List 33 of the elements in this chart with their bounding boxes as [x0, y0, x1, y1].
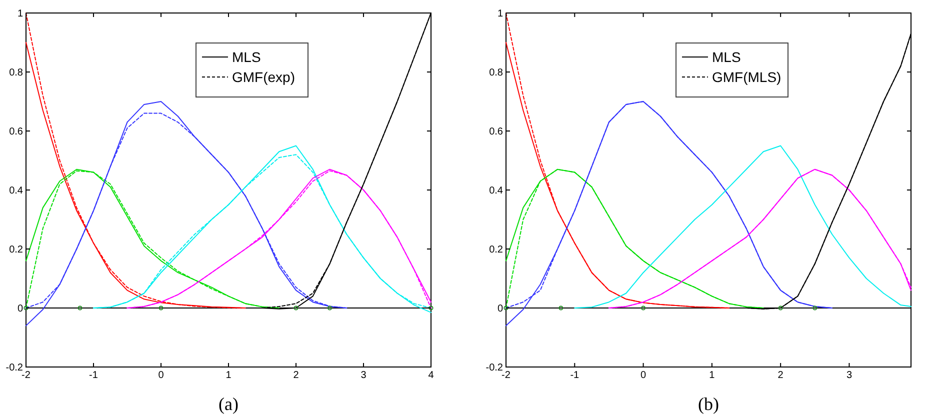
x-tick-label: 2 — [293, 370, 300, 381]
y-tick-label: 0 — [17, 304, 24, 314]
y-tick-label: 0.2 — [9, 244, 24, 256]
y-tick-label: 1 — [17, 8, 24, 20]
x-tick-label: -1 — [570, 370, 580, 381]
y-tick-label: -0.2 — [6, 362, 24, 374]
y-tick-label: 0.2 — [489, 244, 504, 256]
y-tick-label: 0.8 — [9, 68, 24, 78]
y-tick-label: 0.8 — [489, 68, 504, 78]
legend-label: MLS — [232, 49, 261, 65]
y-tick-label: 0.4 — [489, 186, 504, 196]
legend-label: GMF(MLS) — [712, 69, 782, 85]
y-tick-label: 0 — [497, 304, 504, 314]
x-tick-label: 3 — [846, 370, 852, 381]
x-tick-label: 4 — [428, 370, 434, 381]
x-tick-label: -1 — [89, 370, 98, 381]
text: (a) — [218, 394, 238, 414]
y-tick-label: 0.6 — [489, 126, 504, 138]
x-tick-label: 3 — [360, 370, 367, 381]
legend-label: GMF(exp) — [232, 69, 295, 85]
y-tick-label: 0.6 — [9, 126, 24, 138]
y-tick-label: 0.4 — [9, 186, 24, 196]
x-tick-label: 1 — [709, 370, 716, 381]
legend-label: MLS — [712, 49, 741, 65]
x-tick-label: 0 — [158, 370, 164, 381]
x-tick-label: 0 — [640, 370, 647, 381]
x-tick-label: -2 — [502, 370, 511, 381]
x-tick-label: 1 — [226, 370, 232, 381]
text: (b) — [698, 394, 719, 414]
x-tick-label: 2 — [778, 370, 784, 381]
y-tick-label: -0.2 — [486, 362, 504, 374]
x-tick-label: -2 — [22, 370, 31, 381]
y-tick-label: 1 — [497, 8, 504, 20]
